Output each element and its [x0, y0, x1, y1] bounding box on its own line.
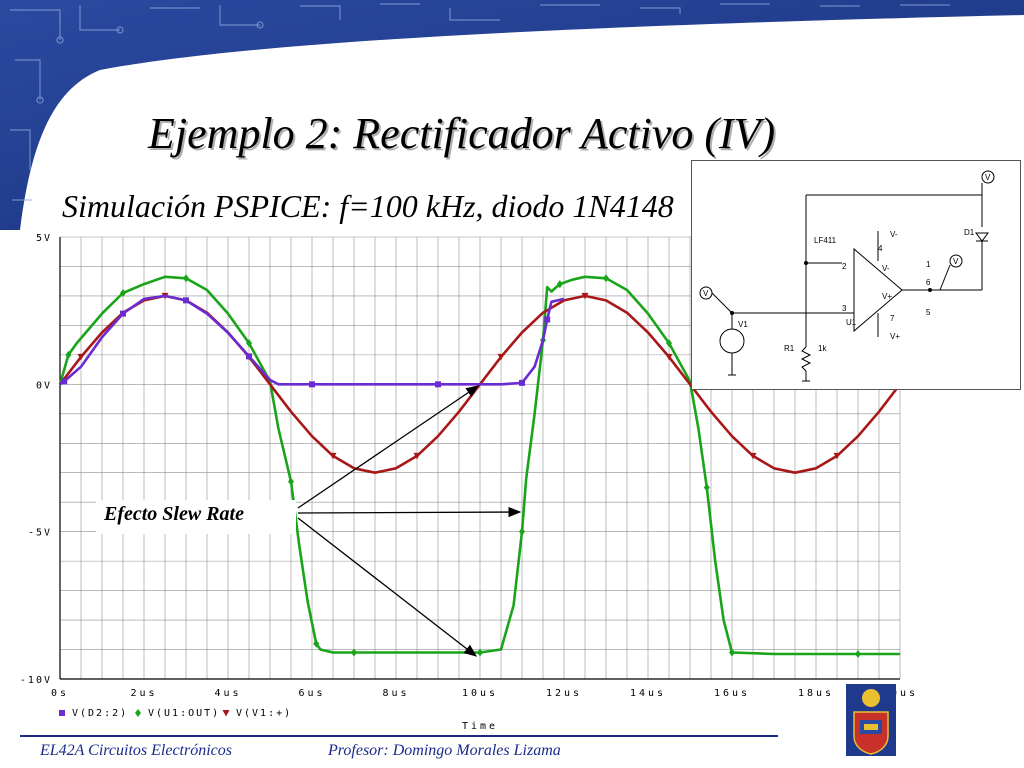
source-label: V1 [738, 320, 748, 329]
circuit-schematic: LF411 D1 V1 R1 1k U1 V- V+ V- V+ 2 3 4 6… [691, 160, 1021, 390]
circuit-banner [0, 0, 1024, 230]
opamp-label: LF411 [814, 236, 837, 245]
data-point [581, 292, 589, 300]
arrow-up [297, 385, 480, 509]
data-point [120, 288, 126, 297]
slew-rate-annotation: Efecto Slew Rate [104, 503, 244, 525]
probe-label-right: V [953, 257, 959, 266]
pin-5: 5 [926, 308, 931, 317]
slide-subtitle: Simulación PSPICE: f=100 kHz, diodo 1N41… [62, 188, 674, 224]
x-axis-title: Time [462, 721, 498, 732]
opamp-vminus: V- [882, 264, 890, 273]
y-tick-label: 0V [36, 380, 52, 391]
data-point [556, 280, 563, 289]
pin-4: 4 [878, 244, 883, 253]
data-point [603, 274, 609, 283]
data-point [288, 477, 294, 486]
plot-axes: 0s 2us 4us 6us 8us 10us 12us 14us 16us 18us 20us 5V… [20, 233, 918, 732]
series-V(U1:OUT) [58, 274, 900, 658]
data-point [309, 381, 315, 388]
data-point [749, 452, 757, 460]
legend-entry: V(V1:+) [236, 708, 292, 719]
annotation-box [96, 500, 296, 534]
x-tick-label: 0s [51, 688, 69, 699]
data-point [665, 353, 673, 361]
y-tick-label: -10V [20, 675, 52, 686]
x-tick-label: 4us [214, 688, 241, 699]
x-tick-label: 2us [130, 688, 157, 699]
schematic-drawing: LF411 D1 V1 R1 1k U1 V- V+ V- V+ 2 3 4 6… [699, 170, 995, 382]
x-tick-label: 8us [382, 688, 409, 699]
series-V(D2:2) [59, 294, 565, 388]
data-point [703, 483, 710, 492]
data-point [313, 639, 320, 648]
data-point [120, 310, 126, 317]
footer-course: EL42A Circuitos Electrónicos [40, 742, 232, 759]
plot-series [58, 274, 902, 658]
x-tick-label: 12us [546, 688, 582, 699]
x-tick-label: 18us [798, 688, 834, 699]
data-point [246, 353, 252, 360]
legend-entry: V(D2:2) [72, 708, 128, 719]
y-tick-label: -5V [28, 528, 52, 539]
data-point [477, 648, 483, 657]
data-point [246, 339, 252, 348]
footer-divider [20, 735, 778, 737]
y-tick-label: 5V [36, 233, 52, 244]
slide-title: Ejemplo 2: Rectificador Activo (IV) [148, 109, 776, 158]
data-point [351, 648, 357, 657]
x-tick-label: 16us [714, 688, 750, 699]
data-point [855, 649, 861, 658]
arrow-down [297, 517, 478, 657]
pin-2: 2 [842, 262, 847, 271]
banner-pattern [10, 3, 950, 201]
x-tick-label: 6us [298, 688, 325, 699]
data-point [135, 709, 141, 717]
probe-label-top: V [985, 173, 991, 182]
plot-legend: V(D2:2) V(U1:OUT) V(V1:+) [59, 708, 292, 719]
data-point [183, 297, 189, 304]
university-logo [846, 684, 896, 756]
resistor-value: 1k [818, 344, 827, 353]
supply-vplus: V+ [890, 332, 900, 341]
x-tick-label: 10us [462, 688, 498, 699]
pin-3: 3 [842, 304, 847, 313]
x-tick-label: 20us [882, 688, 918, 699]
data-point [183, 274, 189, 283]
diode-label: D1 [964, 228, 975, 237]
data-point [729, 648, 735, 657]
pin-6: 6 [926, 278, 931, 287]
supply-vminus: V- [890, 230, 898, 239]
data-point [59, 710, 65, 716]
resistor-label: R1 [784, 344, 795, 353]
opamp-vplus: V+ [882, 292, 892, 301]
data-point [222, 710, 230, 717]
x-tick-label: 14us [630, 688, 666, 699]
probe-label-left: V [703, 289, 709, 298]
data-point [435, 381, 441, 388]
data-point [519, 379, 525, 386]
arrow-right [297, 506, 522, 518]
data-point [329, 452, 337, 460]
legend-entry: V(U1:OUT) [148, 708, 220, 719]
data-point [519, 527, 525, 536]
data-point [65, 350, 72, 359]
footer-professor: Profesor: Domingo Morales Lizama [328, 742, 561, 759]
series-line [58, 275, 900, 656]
pin-7: 7 [890, 314, 895, 323]
pin-1: 1 [926, 260, 931, 269]
data-point [544, 316, 551, 323]
data-point [497, 353, 505, 361]
data-point [413, 452, 421, 460]
data-point [77, 353, 85, 361]
data-point [666, 339, 672, 348]
data-point [61, 378, 68, 385]
opamp-ref: U1 [846, 318, 857, 327]
slew-rate-arrows [297, 385, 522, 657]
data-point [833, 452, 841, 460]
